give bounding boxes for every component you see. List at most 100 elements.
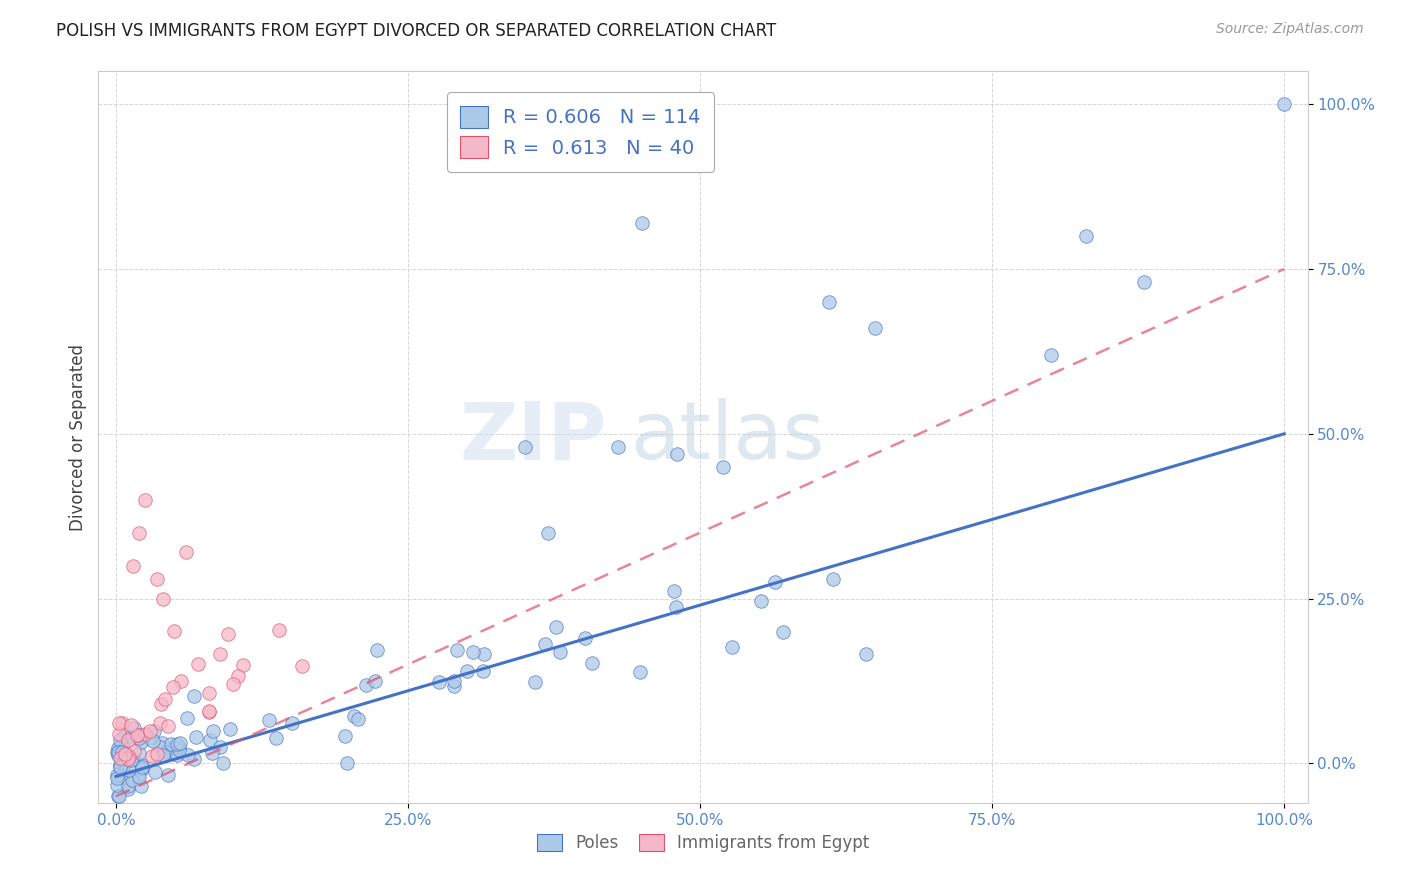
Point xyxy=(111,745,134,759)
Point xyxy=(537,525,560,540)
Point xyxy=(112,741,135,756)
Text: POLISH VS IMMIGRANTS FROM EGYPT DIVORCED OR SEPARATED CORRELATION CHART: POLISH VS IMMIGRANTS FROM EGYPT DIVORCED… xyxy=(56,22,776,40)
Point xyxy=(132,728,155,742)
Point xyxy=(149,715,172,730)
Point xyxy=(212,756,235,771)
Point xyxy=(146,747,169,762)
Point xyxy=(131,762,153,776)
Point xyxy=(574,632,596,646)
Point xyxy=(108,758,131,772)
Point xyxy=(855,647,877,661)
Point xyxy=(456,664,478,678)
Point xyxy=(366,643,388,657)
Point xyxy=(202,723,225,738)
Point xyxy=(139,723,162,738)
Point xyxy=(105,778,128,792)
Point xyxy=(713,459,735,474)
Point xyxy=(1039,348,1062,362)
Point xyxy=(111,715,134,730)
Point xyxy=(343,708,366,723)
Point xyxy=(155,692,177,706)
Point xyxy=(198,732,221,747)
Point xyxy=(122,752,145,766)
Point xyxy=(821,572,844,586)
Point xyxy=(523,675,546,690)
Point xyxy=(131,757,153,772)
Point xyxy=(157,767,180,781)
Point xyxy=(176,710,198,724)
Point xyxy=(117,782,139,797)
Point xyxy=(108,739,131,754)
Text: Source: ZipAtlas.com: Source: ZipAtlas.com xyxy=(1216,22,1364,37)
Legend: Poles, Immigrants from Egypt: Poles, Immigrants from Egypt xyxy=(529,825,877,860)
Point xyxy=(209,647,232,661)
Point xyxy=(169,736,191,750)
Point xyxy=(107,747,129,762)
Point xyxy=(157,742,180,756)
Point xyxy=(107,741,129,756)
Point xyxy=(174,545,197,559)
Point xyxy=(143,765,166,780)
Point xyxy=(114,747,136,761)
Point xyxy=(446,643,468,657)
Point xyxy=(141,749,163,764)
Point xyxy=(186,730,208,744)
Point xyxy=(111,762,134,776)
Point xyxy=(267,623,290,637)
Point xyxy=(163,624,186,639)
Point xyxy=(166,737,188,751)
Point xyxy=(749,594,772,608)
Point xyxy=(129,779,152,793)
Point xyxy=(108,746,131,760)
Point xyxy=(162,680,184,694)
Point xyxy=(183,752,205,766)
Point xyxy=(1133,275,1156,289)
Point xyxy=(117,752,139,766)
Point xyxy=(134,727,156,741)
Point xyxy=(127,728,149,742)
Point xyxy=(108,733,131,747)
Point xyxy=(630,216,652,230)
Point xyxy=(166,747,188,762)
Point xyxy=(665,446,688,460)
Point xyxy=(336,756,359,770)
Point xyxy=(110,764,132,778)
Point xyxy=(187,657,209,672)
Point xyxy=(128,525,150,540)
Point xyxy=(149,698,172,712)
Point xyxy=(121,730,143,744)
Point xyxy=(443,679,465,693)
Point xyxy=(198,704,221,718)
Point xyxy=(122,558,145,573)
Point xyxy=(112,765,135,780)
Point xyxy=(607,440,630,454)
Point xyxy=(129,734,152,748)
Point xyxy=(720,640,742,654)
Point xyxy=(156,719,179,733)
Point xyxy=(354,678,377,692)
Point xyxy=(1272,97,1295,112)
Point xyxy=(128,746,150,760)
Point xyxy=(581,656,603,670)
Point xyxy=(472,664,495,678)
Point xyxy=(817,295,839,310)
Point xyxy=(108,750,131,764)
Point xyxy=(170,674,193,689)
Point xyxy=(662,583,685,598)
Point xyxy=(149,739,172,754)
Point xyxy=(108,789,131,804)
Point xyxy=(443,673,465,688)
Point xyxy=(112,749,135,764)
Point xyxy=(197,686,219,700)
Point xyxy=(108,727,131,741)
Point xyxy=(763,575,786,590)
Point xyxy=(335,730,357,744)
Point xyxy=(534,637,557,651)
Point xyxy=(865,321,887,335)
Point xyxy=(142,734,165,748)
Point xyxy=(513,440,536,454)
Point xyxy=(128,731,150,745)
Point xyxy=(461,645,484,659)
Point xyxy=(117,733,139,747)
Text: ZIP: ZIP xyxy=(458,398,606,476)
